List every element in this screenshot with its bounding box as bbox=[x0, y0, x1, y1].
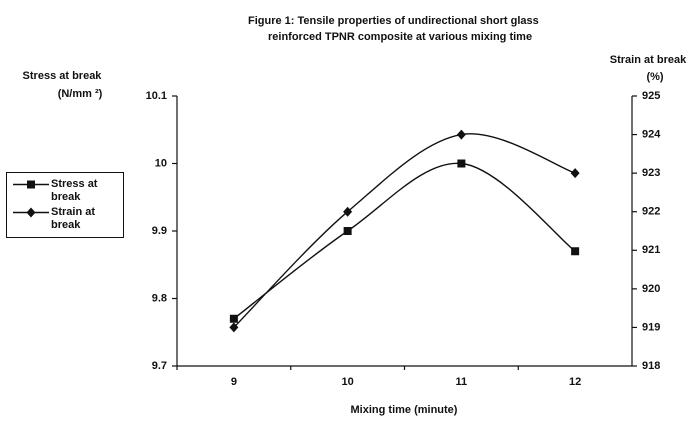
marker bbox=[26, 207, 36, 218]
marker bbox=[343, 227, 352, 235]
marker bbox=[456, 129, 466, 140]
y2-tick-label: 920 bbox=[642, 283, 660, 295]
marker bbox=[27, 180, 35, 189]
y-tick-label: 9.9 bbox=[152, 225, 167, 237]
x-axis-label: Mixing time (minute) bbox=[351, 404, 458, 416]
marker bbox=[571, 247, 580, 256]
y-axis-label: Stress at break bbox=[23, 70, 103, 82]
y-tick-label: 10 bbox=[155, 157, 167, 169]
y-axis-label: (N/mm ²) bbox=[58, 88, 103, 100]
marker bbox=[343, 206, 353, 217]
legend: Stress at break Strain at break bbox=[6, 172, 124, 238]
legend-item: Strain at break bbox=[11, 206, 119, 232]
legend-icon bbox=[13, 180, 49, 189]
x-tick-label: 12 bbox=[569, 376, 581, 388]
chart-title: reinforced TPNR composite at various mix… bbox=[268, 31, 532, 43]
y2-tick-label: 922 bbox=[642, 206, 660, 218]
y2-tick-label: 921 bbox=[642, 244, 660, 256]
y-tick-label: 9.7 bbox=[152, 360, 167, 372]
y2-tick-label: 919 bbox=[642, 321, 660, 333]
x-tick-label: 10 bbox=[342, 376, 354, 388]
marker bbox=[229, 314, 238, 323]
y2-tick-label: 918 bbox=[642, 360, 660, 372]
x-tick-label: 9 bbox=[231, 376, 237, 388]
legend-label: Stress at break bbox=[51, 178, 98, 203]
legend-item: Stress at break bbox=[11, 178, 119, 204]
y-tick-label: 9.8 bbox=[152, 292, 167, 304]
chart-title: Figure 1: Tensile properties of undirect… bbox=[248, 15, 539, 27]
marker bbox=[229, 322, 239, 333]
y-tick-label: 10.1 bbox=[146, 90, 167, 102]
y2-tick-label: 923 bbox=[642, 167, 660, 179]
y2-axis-label: Strain at break bbox=[610, 54, 687, 66]
y2-axis-label: (%) bbox=[646, 71, 663, 83]
legend-icon bbox=[13, 207, 49, 218]
marker bbox=[570, 168, 580, 179]
y2-tick-label: 925 bbox=[642, 90, 660, 102]
y2-tick-label: 924 bbox=[642, 128, 661, 140]
legend-label: Strain at break bbox=[51, 206, 96, 231]
marker bbox=[457, 159, 466, 168]
series-line bbox=[233, 133, 576, 328]
series-line bbox=[233, 162, 576, 320]
x-tick-label: 11 bbox=[456, 376, 468, 388]
